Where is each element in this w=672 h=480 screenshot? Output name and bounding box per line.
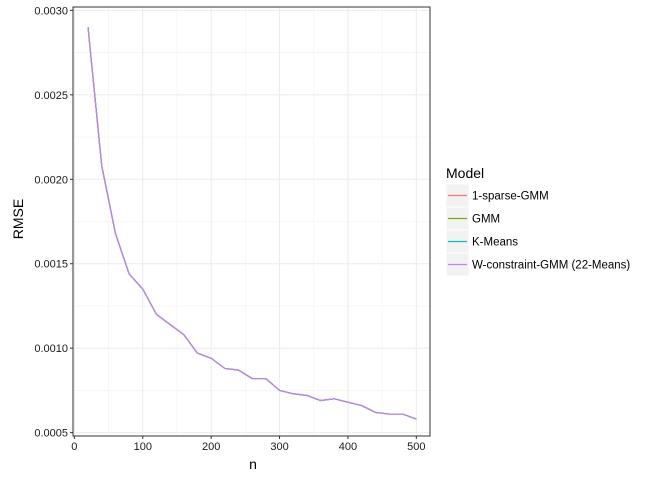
y-axis-title: RMSE (10, 199, 26, 239)
y-tick-label: 0.0005 (34, 428, 68, 440)
grid-lines (73, 7, 430, 436)
x-axis-title: n (249, 456, 257, 472)
x-tick-label: 300 (270, 441, 288, 453)
x-tick-label: 500 (407, 441, 425, 453)
legend-label-1: GMM (472, 214, 500, 226)
y-tick-label: 0.0025 (34, 90, 68, 102)
x-tick-label: 100 (134, 441, 152, 453)
y-tick-label: 0.0015 (34, 259, 68, 271)
y-tick-label: 0.0030 (34, 5, 68, 17)
panel-border (72, 6, 431, 437)
y-tick-label: 0.0020 (34, 174, 68, 186)
axes: 0 100 200 300 400 500 0.0005 0.0010 0.0015 0.0020… (34, 5, 425, 453)
legend-label-2: K-Means (472, 237, 518, 249)
y-tick-label: 0.0010 (34, 343, 68, 355)
legend-label-3: W-constraint-GMM (22-Means) (472, 260, 630, 272)
legend: Model 1-sparse-GMM GMM K-Means W-constraint… (445, 165, 630, 277)
series-line-3 (87, 27, 417, 420)
series-lines (87, 27, 417, 420)
x-tick-label: 200 (202, 441, 220, 453)
legend-label-0: 1-sparse-GMM (472, 191, 549, 203)
plot-frame (72, 6, 431, 437)
x-tick-label: 0 (71, 441, 77, 453)
legend-title: Model (446, 165, 484, 181)
x-tick-label: 400 (339, 441, 357, 453)
